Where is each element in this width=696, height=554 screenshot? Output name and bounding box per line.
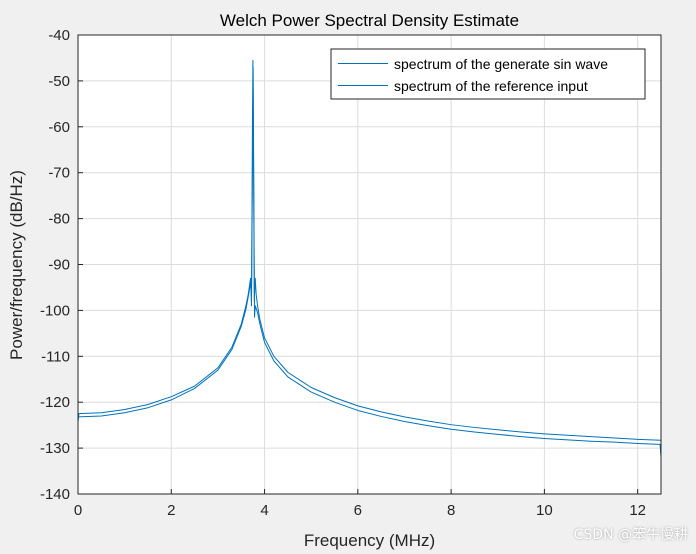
watermark: CSDN @笨牛慢耕 [573,527,688,543]
series-line-reference [77,66,662,458]
y-tick-label: -130 [40,440,70,457]
x-axis-label: Frequency (MHz) [304,531,435,550]
x-tick-label: 8 [447,502,455,519]
y-tick-label: -70 [48,165,70,182]
x-tick-label: 12 [629,502,646,519]
x-tick-label: 0 [74,502,82,519]
y-tick-label: -40 [48,27,70,44]
y-tick-label: -110 [41,348,70,365]
x-tick-label: 2 [167,502,175,519]
legend[interactable]: spectrum of the generate sin wave spectr… [330,48,646,100]
series-layer [77,59,662,458]
y-tick-label: -120 [40,394,70,411]
axis-ticks: 0 2 4 6 8 10 12 -40 -50 -60 -70 -80 -90 -100 -110 -120 -… [40,27,646,519]
legend-label-reference: spectrum of the reference input [394,78,588,94]
y-tick-label: -80 [48,211,70,228]
y-tick-label: -60 [48,119,70,136]
x-tick-label: 6 [354,502,362,519]
series-line-sin-wave [77,59,662,441]
y-tick-label: -140 [40,486,70,503]
y-axis-label: Power/frequency (dB/Hz) [7,170,26,360]
y-tick-label: -100 [40,302,70,319]
y-tick-label: -90 [48,257,70,274]
x-tick-label: 10 [536,502,553,519]
y-tick-label: -50 [48,73,70,90]
legend-label-sin-wave: spectrum of the generate sin wave [394,56,608,72]
x-tick-label: 4 [260,502,268,519]
legend-box [330,48,646,100]
chart-title: Welch Power Spectral Density Estimate [220,11,519,30]
